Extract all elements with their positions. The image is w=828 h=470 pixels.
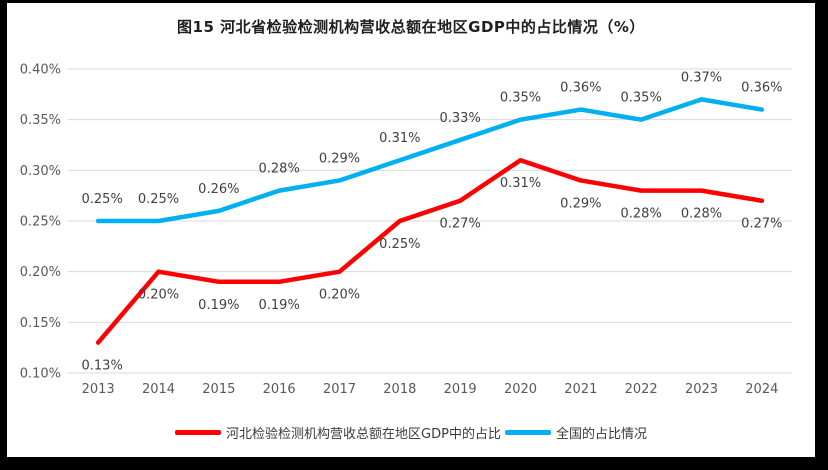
x-axis-tick-label: 2020 [504, 382, 537, 397]
data-label: 0.28% [621, 207, 662, 222]
data-label: 0.25% [82, 192, 123, 207]
plot-area: 0.40% 0.35% 0.30% 0.25% 0.20% 0.15% 0.10% 2013 2… [20, 63, 792, 397]
x-axis-tick-label: 2022 [625, 382, 658, 397]
data-label: 0.28% [259, 162, 300, 177]
data-label: 0.29% [319, 151, 360, 166]
data-label: 0.31% [379, 131, 420, 146]
data-label: 0.27% [440, 217, 481, 232]
data-label: 0.33% [440, 111, 481, 126]
data-label: 0.37% [681, 70, 722, 85]
y-axis-tick-label: 0.20% [20, 265, 61, 280]
data-label: 0.25% [138, 192, 179, 207]
y-axis-tick-label: 0.10% [20, 367, 61, 382]
chart-legend: 河北检验检测机构营收总额在地区GDP中的占比 全国的占比情况 [7, 423, 815, 442]
x-axis-tick-label: 2017 [323, 382, 356, 397]
data-label: 0.36% [560, 81, 601, 96]
data-label: 0.13% [82, 359, 123, 374]
data-label: 0.26% [198, 182, 239, 197]
x-axis-tick-label: 2024 [745, 382, 778, 397]
data-label: 0.35% [500, 91, 541, 106]
x-axis-tick-label: 2021 [564, 382, 597, 397]
data-label: 0.20% [138, 288, 179, 303]
data-label: 0.19% [259, 298, 300, 313]
x-axis-tick-label: 2016 [263, 382, 296, 397]
x-axis-tick-label: 2015 [202, 382, 235, 397]
data-label: 0.28% [681, 207, 722, 222]
legend-label-hebei: 河北检验检测机构营收总额在地区GDP中的占比 [226, 427, 501, 442]
data-label: 0.29% [560, 196, 601, 211]
data-label: 0.31% [500, 176, 541, 191]
x-axis-tick-label: 2013 [82, 382, 115, 397]
series-line-1 [95, 97, 765, 224]
data-label: 0.35% [621, 91, 662, 106]
data-label: 0.27% [741, 217, 782, 232]
legend-swatch-hebei [175, 430, 222, 435]
y-axis-tick-label: 0.25% [20, 215, 61, 230]
x-axis-tick-label: 2019 [444, 382, 477, 397]
legend-item-national: 全国的占比情况 [504, 423, 647, 442]
legend-label-national: 全国的占比情况 [555, 427, 647, 442]
chart-title: 图15 河北省检验检测机构营收总额在地区GDP中的占比情况（%） [177, 18, 645, 36]
data-label: 0.36% [741, 81, 782, 96]
chart-frame: 图15 河北省检验检测机构营收总额在地区GDP中的占比情况（%） 0.40% 0.… [7, 3, 815, 457]
y-axis-tick-label: 0.35% [20, 113, 61, 128]
series-line-0 [95, 157, 765, 345]
data-label: 0.25% [379, 237, 420, 252]
x-axis-tick-label: 2018 [383, 382, 416, 397]
y-axis-tick-label: 0.30% [20, 164, 61, 179]
legend-swatch-national [504, 430, 551, 435]
y-axis-tick-label: 0.40% [20, 63, 61, 78]
y-axis-tick-label: 0.15% [20, 316, 61, 331]
legend-item-hebei: 河北检验检测机构营收总额在地区GDP中的占比 [175, 423, 501, 442]
x-axis-tick-label: 2014 [142, 382, 175, 397]
data-label: 0.20% [319, 288, 360, 303]
data-label: 0.19% [198, 298, 239, 313]
x-axis-tick-label: 2023 [685, 382, 718, 397]
